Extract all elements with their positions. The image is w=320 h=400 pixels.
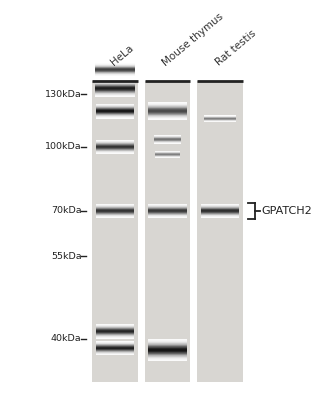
Bar bbox=[148, 343, 187, 344]
Bar bbox=[148, 341, 187, 342]
Bar bbox=[155, 151, 180, 158]
Bar bbox=[148, 349, 187, 350]
Text: 130kDa: 130kDa bbox=[45, 90, 82, 99]
Bar bbox=[148, 345, 187, 346]
Bar bbox=[96, 140, 134, 154]
Text: Rat testis: Rat testis bbox=[213, 28, 258, 68]
Bar bbox=[197, 81, 243, 382]
Bar bbox=[148, 356, 187, 357]
Bar bbox=[148, 352, 187, 353]
Bar bbox=[190, 81, 197, 382]
Bar bbox=[138, 81, 145, 382]
Text: 55kDa: 55kDa bbox=[51, 252, 82, 260]
Text: 100kDa: 100kDa bbox=[45, 142, 82, 152]
Bar bbox=[148, 344, 187, 345]
Bar bbox=[148, 349, 187, 350]
Bar bbox=[148, 204, 187, 218]
Bar bbox=[148, 354, 187, 355]
Bar bbox=[148, 346, 187, 347]
Bar bbox=[204, 115, 236, 122]
Bar bbox=[148, 339, 187, 340]
Text: 40kDa: 40kDa bbox=[51, 334, 82, 343]
Bar bbox=[148, 348, 187, 349]
Bar bbox=[95, 63, 135, 76]
Bar bbox=[148, 102, 187, 120]
Bar bbox=[148, 355, 187, 356]
Bar bbox=[148, 343, 187, 344]
Bar bbox=[148, 359, 187, 360]
Bar bbox=[148, 339, 187, 362]
Bar bbox=[96, 204, 134, 218]
Bar bbox=[96, 104, 134, 119]
Text: 70kDa: 70kDa bbox=[51, 206, 82, 216]
Bar bbox=[96, 324, 134, 339]
Bar bbox=[154, 135, 181, 144]
Bar bbox=[148, 340, 187, 341]
Bar bbox=[148, 347, 187, 348]
Bar bbox=[95, 80, 135, 97]
Bar bbox=[92, 81, 138, 382]
Bar bbox=[145, 81, 190, 382]
Bar bbox=[148, 351, 187, 352]
Bar bbox=[148, 358, 187, 359]
Text: GPATCH2: GPATCH2 bbox=[262, 206, 312, 216]
Bar bbox=[148, 353, 187, 354]
Bar bbox=[96, 341, 134, 356]
Text: HeLa: HeLa bbox=[108, 43, 135, 68]
Bar bbox=[148, 357, 187, 358]
Bar bbox=[201, 204, 239, 218]
Bar bbox=[148, 350, 187, 351]
Text: Mouse thymus: Mouse thymus bbox=[161, 11, 226, 68]
Bar bbox=[148, 360, 187, 361]
Bar bbox=[148, 361, 187, 362]
Bar bbox=[148, 342, 187, 343]
